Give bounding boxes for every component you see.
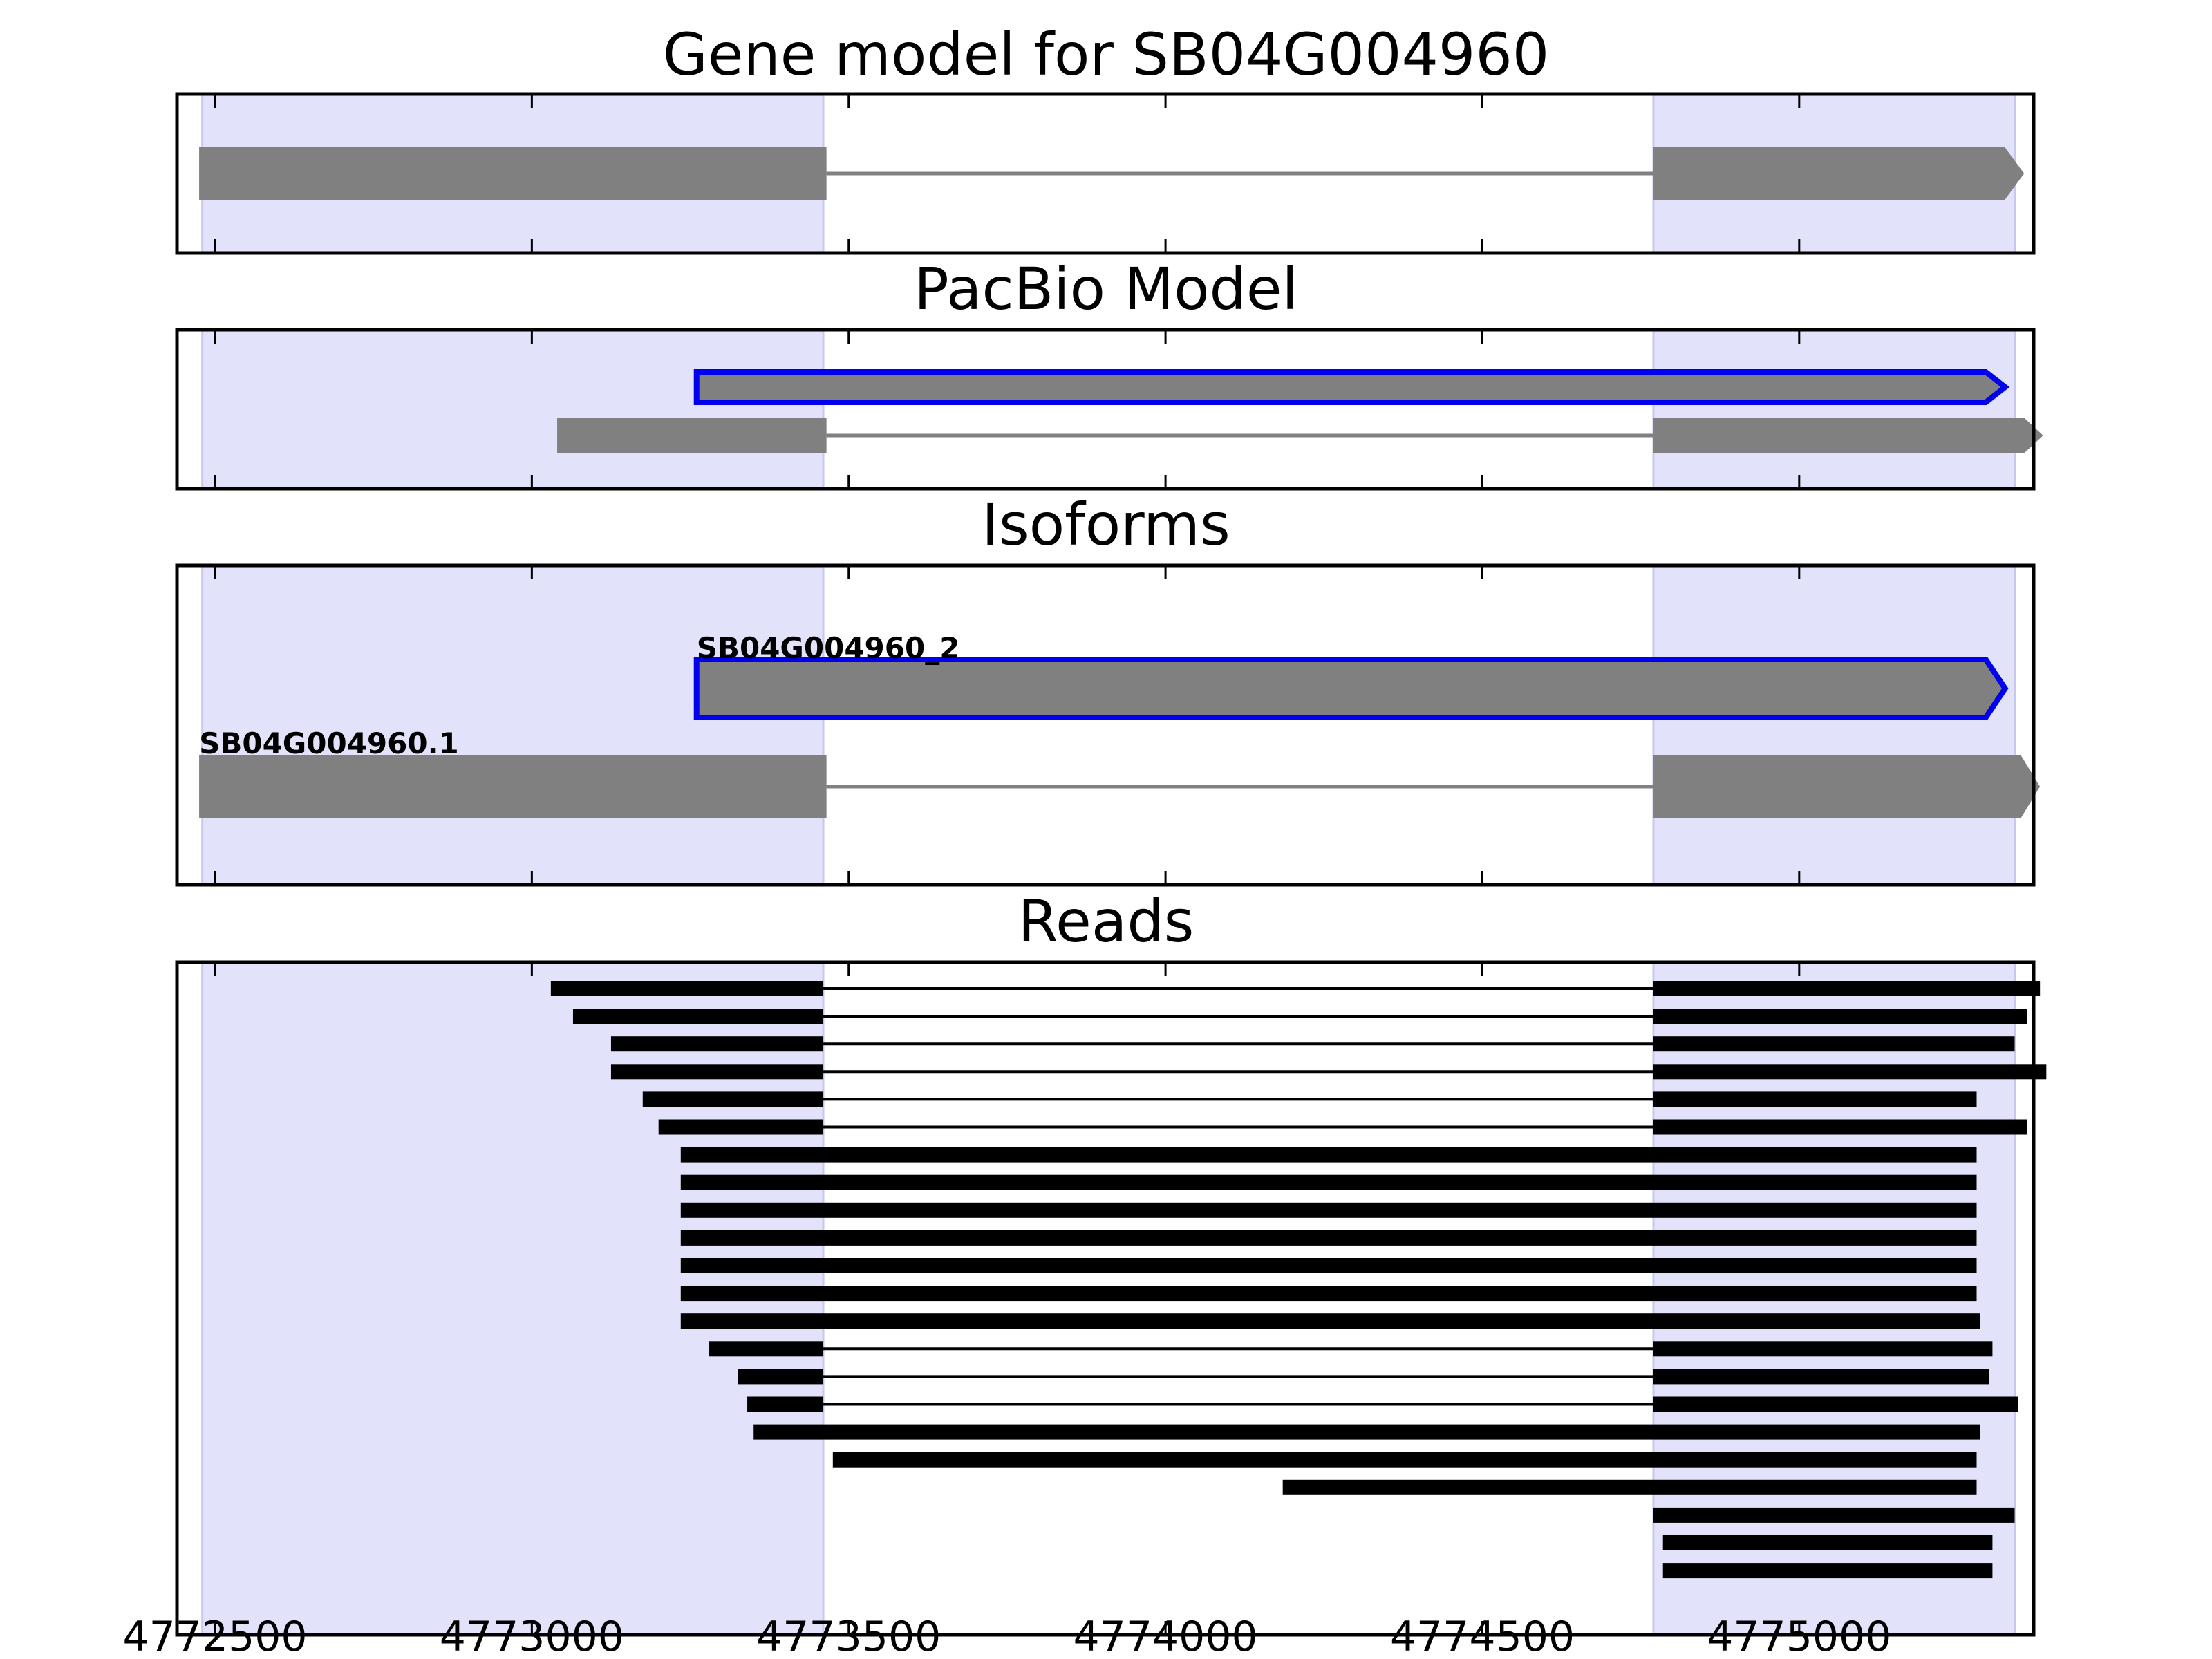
panel-frame (175, 328, 2036, 491)
read-block (753, 1424, 1980, 1440)
isoform-label: SB04G004960_2 (697, 631, 960, 665)
exon-arrow (1653, 755, 2041, 818)
read-block (680, 1258, 1977, 1273)
panel-frame (175, 960, 2036, 1637)
gene-model-panel (175, 92, 2036, 255)
panel-frame (175, 92, 2036, 255)
read-block (550, 981, 824, 996)
read-block (680, 1174, 1977, 1190)
read-block (658, 1119, 824, 1135)
exon-arrow (693, 657, 2009, 720)
x-tick-label: 4774000 (1073, 1613, 1257, 1659)
read-block (1653, 981, 2041, 996)
exon-highlight-band (201, 328, 825, 490)
exon-arrow (1653, 418, 2043, 453)
read-block (1653, 1119, 2027, 1135)
isoforms-panel: SB04G004960_2 SB04G004960.1 (175, 563, 2041, 887)
read-block (832, 1452, 1977, 1468)
x-tick-label: 4774500 (1390, 1613, 1575, 1659)
read-block (1653, 1507, 2015, 1523)
read-block (572, 1009, 824, 1024)
reads-title: Reads (1018, 888, 1194, 955)
read-block (1662, 1563, 1993, 1579)
panel-frame (175, 563, 2036, 887)
read-block (1653, 1036, 2015, 1052)
x-axis-tick-labels: 4772500 4773000 4773500 4774000 4774500 … (122, 1613, 1891, 1659)
read-block (610, 1036, 824, 1052)
read-block (1653, 1091, 1977, 1107)
read-block (1282, 1479, 1977, 1495)
read-block (680, 1286, 1977, 1302)
exon-block (199, 147, 827, 200)
read-block (1662, 1535, 1993, 1550)
exon-highlight-band (1652, 564, 2016, 886)
read-block (747, 1396, 824, 1412)
exon-highlight-band (201, 564, 825, 886)
pacbio-model-title: PacBio Model (914, 255, 1298, 323)
read-block (680, 1147, 1977, 1163)
read-block (1653, 1396, 2018, 1412)
exon-highlight-band (1652, 328, 2016, 490)
exon-block (199, 755, 827, 818)
x-tick-label: 4772500 (122, 1613, 307, 1659)
exon-arrow (1653, 147, 2025, 200)
read-block (738, 1369, 824, 1385)
x-tick-label: 4775000 (1707, 1613, 1891, 1659)
read-block (642, 1091, 824, 1107)
pacbio-model-panel (175, 328, 2043, 491)
read-block (610, 1064, 824, 1080)
read-block (680, 1313, 1980, 1329)
read-block (680, 1202, 1977, 1218)
exon-arrow (693, 369, 2010, 405)
read-block (1653, 1064, 2047, 1080)
isoform-label: SB04G004960.1 (199, 727, 459, 760)
gene-model-title: Gene model for SB04G004960 (663, 21, 1549, 88)
x-tick-label: 4773500 (756, 1613, 941, 1659)
read-block (680, 1230, 1977, 1246)
read-block (1653, 1341, 1993, 1357)
isoforms-title: Isoforms (982, 491, 1230, 559)
x-tick-label: 4773000 (440, 1613, 624, 1659)
exon-block (557, 418, 827, 453)
reads-panel (175, 960, 2047, 1637)
read-block (709, 1341, 824, 1357)
read-block (1653, 1369, 1989, 1385)
read-block (1653, 1009, 2027, 1024)
